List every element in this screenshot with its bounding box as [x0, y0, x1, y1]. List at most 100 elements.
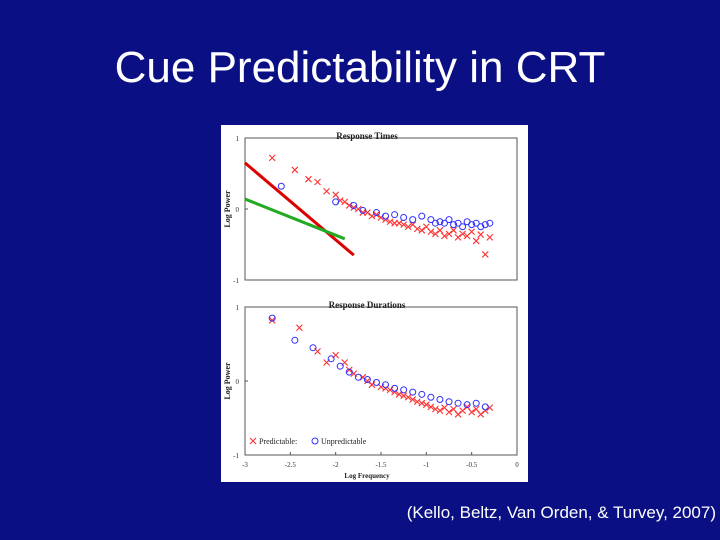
data-point-unpredictable [427, 216, 435, 224]
data-point-predictable [332, 191, 340, 199]
data-point-predictable [413, 225, 421, 233]
x-tick-label: -2.5 [285, 461, 297, 469]
data-point-unpredictable [472, 219, 480, 227]
data-point-predictable [436, 226, 444, 234]
data-point-unpredictable [291, 336, 299, 344]
data-point-unpredictable [391, 384, 399, 392]
data-point-unpredictable [454, 399, 462, 407]
data-point-unpredictable [472, 399, 480, 407]
fit-line [244, 197, 346, 241]
data-point-unpredictable [354, 373, 362, 381]
data-point-unpredictable [436, 396, 444, 403]
data-point-predictable [450, 226, 457, 234]
data-point-predictable [445, 408, 453, 416]
data-point-unpredictable [436, 218, 444, 226]
data-point-unpredictable [372, 378, 380, 386]
data-point-predictable [477, 231, 485, 238]
data-point-unpredictable [431, 219, 439, 227]
data-point-unpredictable [363, 376, 371, 384]
data-point-unpredictable [277, 182, 285, 190]
data-point-predictable [373, 211, 380, 219]
data-point-unpredictable [332, 198, 340, 206]
data-point-predictable [427, 228, 435, 236]
data-point-predictable [459, 230, 466, 238]
data-point-unpredictable [345, 368, 353, 376]
y-tick-label: 0 [236, 206, 240, 214]
plot-frame [244, 137, 518, 281]
data-point-predictable [268, 316, 276, 324]
data-point-unpredictable [382, 381, 390, 389]
data-point-unpredictable [481, 403, 489, 411]
data-point-predictable [400, 392, 408, 400]
data-point-predictable [436, 407, 444, 414]
citation: (Kello, Beltz, Van Orden, & Turvey, 2007… [406, 503, 716, 522]
data-point-predictable [364, 377, 371, 385]
data-point-unpredictable [486, 219, 494, 227]
data-point-unpredictable [400, 214, 408, 222]
data-point-unpredictable [372, 209, 380, 217]
data-point-unpredictable [309, 344, 317, 352]
y-tick-label: -1 [233, 452, 239, 460]
data-point-unpredictable [350, 201, 358, 209]
data-point-predictable [291, 166, 299, 174]
data-point-predictable [454, 410, 462, 418]
data-point-unpredictable [427, 393, 435, 401]
data-point-unpredictable [268, 314, 276, 322]
y-axis-label: Log Power [223, 362, 232, 400]
data-point-unpredictable [382, 212, 390, 220]
plot-frame [244, 306, 518, 456]
data-point-predictable [432, 230, 439, 238]
data-point-predictable [404, 223, 412, 231]
data-point-predictable [481, 407, 489, 414]
chart-svg: Response Times Log Power 1 0 -1 Response Dur… [223, 131, 519, 480]
data-point-unpredictable [445, 216, 453, 224]
data-point-predictable [468, 228, 476, 236]
data-point-predictable [413, 398, 421, 406]
data-point-unpredictable [409, 216, 417, 224]
x-tick-label: 0 [515, 461, 519, 469]
x-tick-label: -0.5 [466, 461, 478, 469]
data-point-predictable [454, 234, 462, 241]
data-point-predictable [386, 218, 394, 226]
data-point-predictable [486, 234, 494, 241]
slide-title: Cue Predictability in CRT [114, 43, 606, 92]
data-point-predictable [395, 219, 403, 227]
data-point-predictable [472, 237, 480, 245]
data-point-predictable [409, 396, 417, 403]
data-point-predictable [341, 198, 349, 206]
data-point-unpredictable [400, 386, 408, 394]
data-point-predictable [427, 403, 435, 411]
legend-marker-predictable [249, 437, 257, 445]
data-point-predictable [268, 154, 276, 162]
data-point-unpredictable [391, 211, 399, 219]
legend-label-unpredictable: Unpredictable [321, 437, 367, 446]
data-point-predictable [445, 230, 453, 238]
data-point-predictable [350, 204, 358, 211]
data-point-predictable [459, 407, 466, 414]
data-point-unpredictable [418, 212, 426, 220]
data-point-unpredictable [409, 388, 417, 396]
y-tick-label: 1 [236, 304, 240, 312]
data-point-predictable [345, 366, 353, 374]
data-point-unpredictable [477, 223, 485, 231]
data-point-predictable [418, 399, 426, 407]
data-point-predictable [441, 232, 448, 240]
data-point-predictable [468, 408, 476, 416]
data-point-predictable [400, 221, 408, 229]
data-point-unpredictable [454, 219, 462, 227]
data-point-predictable [422, 401, 430, 409]
panel-response-times: Response Times Log Power 1 0 -1 [223, 131, 518, 285]
data-point-predictable [296, 324, 303, 332]
data-point-predictable [314, 178, 321, 186]
legend-label-predictable: Predictable: [259, 437, 297, 446]
data-point-predictable [382, 385, 389, 392]
data-point-unpredictable [459, 223, 467, 231]
data-point-unpredictable [463, 401, 471, 409]
data-point-unpredictable [468, 221, 476, 229]
legend-marker-unpredictable [311, 437, 319, 445]
data-point-predictable [432, 405, 439, 413]
data-point-predictable [391, 388, 398, 396]
fit-line [244, 161, 355, 257]
x-tick-label: -3 [242, 461, 248, 469]
